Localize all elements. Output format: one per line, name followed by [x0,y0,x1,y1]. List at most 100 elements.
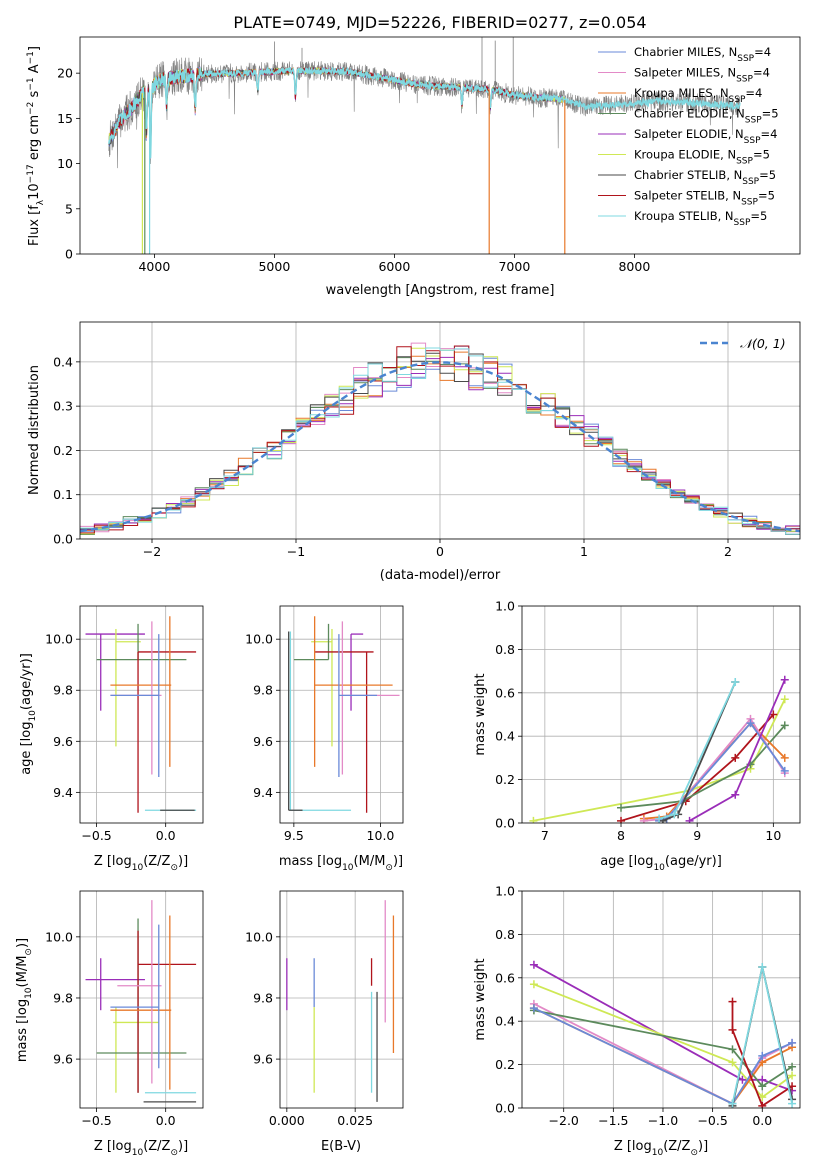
y-tick-label: 0.8 [495,642,515,657]
label-part: (age/yr [19,663,34,710]
legend-entry-kroupa-stelib: Kroupa STELIB, NSSP=5 [634,209,767,228]
y-axis-label: Normed distribution [27,365,42,495]
label-part: 10 [28,710,38,722]
label-part: =4 [753,66,770,80]
legend-entry-kroupa-miles: Kroupa MILES, NSSP=4 [634,86,762,105]
age-vs-metallicity-panel: −0.5 0.09.49.69.810.0Z [log10(Z/Z⊙)]age [… [19,605,204,873]
series-marker-kroupa-stelib [655,814,664,823]
series-marker-salpeter-elodie [780,675,789,684]
label-part: SSP [729,95,746,105]
label-part: A [27,64,42,77]
y-tick-label: 1.0 [495,599,515,614]
label-part: Chabrier MILES, N [634,45,737,59]
x-tick-label: 7000 [498,259,530,274]
x-tick-label: −1.5 [598,1113,628,1128]
x-tick-label: 0.0 [156,828,176,843]
y-tick-label: 0.1 [53,487,73,502]
label-part: SSP [744,136,761,146]
label-part: −1 [26,51,36,64]
y-tick-label: 9.4 [53,785,73,800]
plot-area [80,891,203,1108]
y-tick-label: 0.0 [53,532,73,547]
x-tick-label: 10.0 [367,828,395,843]
label-part: λ [36,199,46,205]
legend-entry-salpeter-stelib: Salpeter STELIB, NSSP=5 [634,189,775,208]
series-marker-kroupa-stelib [758,962,767,971]
series-marker-kroupa-stelib [788,1099,797,1108]
series-marker-chabrier-miles [788,1038,797,1047]
series-marker-salpeter-stelib [728,1025,737,1034]
series-marker-salpeter-stelib [731,753,740,762]
label-part: )] [712,854,722,869]
y-tick-label: 0.0 [495,816,515,831]
series-marker-chabrier-miles [758,1051,767,1060]
label-part: (M/M [15,956,30,988]
x-tick-label: −0.5 [81,1113,111,1128]
residual-histogram-panel: −2 −1 0 1 2 0.0 0.1 0.2 0.3 0.4 (data-model)/error… [27,321,801,583]
x-tick-label: 4000 [138,259,170,274]
y-tick-label: 0.2 [495,1057,515,1072]
label-part: 10 [24,987,34,999]
label-part: ⊙ [170,863,178,873]
label-part: =4 [754,45,771,59]
label-part: (Z/Z [143,854,170,869]
y-tick-label: 0.2 [53,443,73,458]
plot-area [108,37,741,254]
label-part: Flux [f [27,205,42,246]
y-tick-label: 10.0 [45,929,73,944]
plot-area [280,606,403,823]
label-part: =5 [758,189,775,203]
series-marker-salpeter-miles [639,816,648,823]
series-marker-kroupa-stelib [670,810,679,819]
label-part: Z [log [94,1139,132,1154]
label-part: (Z/Z [143,1139,170,1154]
label-part: )] [393,854,403,869]
axes-frame [279,890,404,1109]
axes-frame [279,605,404,824]
axes-frame [79,36,801,255]
axes-frame [79,890,204,1109]
label-part: Kroupa ELODIE, N [634,148,736,162]
y-tick-label: 9.4 [253,785,273,800]
label-part: ⊙ [24,948,34,956]
label-part: Salpeter ELODIE, N [634,127,744,141]
x-axis-label: Z [log10(Z/Z⊙)] [614,1139,708,1158]
label-part: SSP [737,54,754,64]
normal-distribution-curve [80,361,800,533]
label-part: )] [178,854,188,869]
label-part: )] [178,1139,188,1154]
label-part: ⊙ [690,1148,698,1158]
y-axis-label: mass [log10(M/M⊙)] [15,938,34,1062]
x-tick-label: 0.0 [752,1113,772,1128]
label-part: 10 [132,1148,144,1158]
plot-area [80,322,800,539]
x-axis-label: E(B-V) [321,1139,361,1154]
label-part: mass [log [279,854,342,869]
spectrum-panel: 4000 5000 6000 7000 8000 0 5 10 15 20 wavelength [… [26,36,801,298]
mass-weight-vs-metallicity-panel: −2.0 −1.5 −1.0 −0.5 0.0 0.0 0.2 0.4 0.6 0.8 1.0 mas… [473,884,801,1158]
label-part: 10 [652,1148,664,1158]
series-line-salpeter-stelib [620,713,774,822]
y-tick-label: 10.0 [245,929,273,944]
figure-title: PLATE=0749, MJD=52226, FIBERID=0277, z=0… [233,13,646,32]
series-marker-chabrier-miles [529,1004,538,1013]
series-marker-kroupa-elodie [529,816,538,823]
label-part: 10 [27,183,42,200]
plot-area [522,891,800,1108]
x-tick-label: 5000 [258,259,290,274]
label-part: )] [698,1139,708,1154]
label-part: Z [log [94,854,132,869]
y-axis-label: mass weight [473,958,488,1040]
y-tick-label: 1.0 [495,884,515,899]
y-tick-label: 0.2 [495,772,515,787]
label-part: Chabrier STELIB, N [634,168,742,182]
label-part: =5 [753,148,770,162]
x-axis-label: Z [log10(Z/Z⊙)] [94,1139,188,1158]
x-tick-label: −2.0 [549,1113,579,1128]
axes-frame [79,605,204,824]
label-part: (M/M [354,854,386,869]
y-tick-label: 0.3 [53,399,73,414]
series-marker-chabrier-miles [746,719,755,728]
label-part: Chabrier ELODIE, N [634,107,745,121]
